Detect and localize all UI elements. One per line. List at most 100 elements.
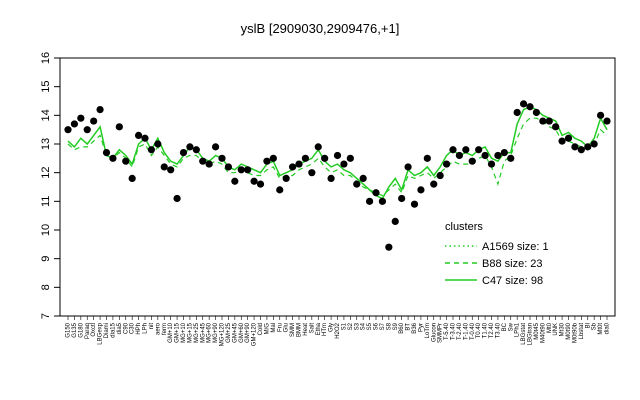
y-tick-label: 8 <box>40 284 52 290</box>
data-point <box>314 143 322 151</box>
data-point <box>231 177 239 185</box>
data-point <box>295 160 303 168</box>
y-tick-label: 12 <box>40 167 52 179</box>
data-point <box>519 100 528 108</box>
data-point <box>115 123 123 131</box>
data-point <box>417 186 425 194</box>
data-point <box>558 137 566 145</box>
data-point <box>308 169 316 177</box>
x-tick-label: LBGtran <box>528 323 534 345</box>
data-point <box>359 174 367 182</box>
data-point <box>327 174 335 182</box>
series-layer <box>64 100 611 251</box>
data-point <box>494 151 502 160</box>
data-point <box>288 163 297 171</box>
x-tick-label: H2O2 <box>335 322 341 338</box>
legend-title: clusters <box>445 221 483 233</box>
data-point <box>500 149 508 157</box>
data-point <box>462 146 470 154</box>
x-tick-label: S8 <box>386 322 392 330</box>
data-point <box>487 160 496 168</box>
x-tick-label: Cold <box>258 323 264 335</box>
x-tick-label: MG+90 <box>213 322 219 343</box>
data-point <box>269 154 277 162</box>
data-point <box>90 117 98 125</box>
x-tick-label: Diami <box>104 323 110 338</box>
x-tick-label: T3.40 <box>495 322 501 338</box>
x-tick-label: S5 <box>367 322 373 330</box>
x-tick-label: Lbstat <box>579 323 585 340</box>
data-point <box>365 197 374 205</box>
data-point <box>455 151 464 160</box>
x-tick-label: SMMPr <box>438 323 444 343</box>
x-tick-label: MG+25 <box>194 322 200 343</box>
data-point <box>590 140 598 148</box>
legend-label: C47 size: 98 <box>482 275 543 287</box>
x-tick-label: S6 <box>374 322 380 330</box>
data-point <box>436 171 444 180</box>
x-tick-label: G135 <box>72 322 78 337</box>
data-point <box>147 146 156 154</box>
y-axis: 7 8 9 10 11 12 13 14 15 16 <box>40 52 60 319</box>
x-tick-label: BT <box>406 323 412 331</box>
data-point <box>423 154 431 162</box>
x-tick-label: dia0 <box>605 322 611 334</box>
data-point <box>481 151 489 160</box>
x-tick-label: T1.40 <box>483 322 489 338</box>
data-point <box>102 149 111 157</box>
x-tick-label: LoTm <box>425 323 431 338</box>
data-point <box>404 163 412 171</box>
x-tick-label: Gly <box>329 323 335 332</box>
data-point <box>571 143 579 151</box>
x-tick-label: LPh1 <box>515 322 521 337</box>
data-point <box>186 143 194 151</box>
x-tick-label: dia5 <box>117 322 123 334</box>
y-tick-label: 14 <box>40 109 52 121</box>
x-tick-label: GM+45 <box>232 322 238 343</box>
x-tick-label: LBGexp <box>98 322 104 344</box>
data-point <box>301 154 310 162</box>
x-axis: G150 G135 G180 Paraq Oxctl LBGexp Diami dia15 di… <box>66 316 611 346</box>
x-tick-label: HTm <box>322 323 328 336</box>
data-point <box>507 154 515 162</box>
x-tick-label: UNK <box>553 323 559 336</box>
data-point <box>468 157 476 165</box>
x-tick-label: GM+60 <box>239 322 245 343</box>
data-point <box>410 200 419 208</box>
series-line-solid <box>67 105 608 200</box>
x-tick-label: T-5.40 <box>444 322 450 340</box>
x-tick-label: M0t90b <box>572 322 578 343</box>
x-tick-label: Sw <box>508 322 514 331</box>
data-point <box>173 194 181 203</box>
x-tick-label: M0t45 <box>534 322 540 339</box>
x-tick-label: Salt <box>309 323 315 334</box>
y-tick-label: 9 <box>40 256 52 262</box>
x-tick-label: Etha <box>316 322 322 335</box>
y-tick-label: 16 <box>40 52 52 64</box>
x-tick-label: BC <box>502 322 508 331</box>
data-point <box>391 217 399 225</box>
data-point <box>244 166 252 174</box>
x-tick-label: dia15 <box>110 322 116 337</box>
x-tick-label: aero <box>155 322 161 335</box>
x-tick-label: Mt30 <box>560 322 566 336</box>
x-tick-label: T-0.40 <box>470 322 476 340</box>
x-tick-label: Oxctl <box>91 323 97 337</box>
x-tick-label: Fru <box>277 323 283 332</box>
x-tick-label: S1 <box>341 322 347 330</box>
data-point <box>353 180 361 188</box>
data-point <box>77 114 85 122</box>
data-point <box>256 180 265 188</box>
x-tick-label: Pyr <box>418 323 424 332</box>
x-tick-label: S2 <box>348 322 354 330</box>
data-point <box>577 146 585 154</box>
x-tick-label: G180 <box>78 322 84 337</box>
x-tick-label: B36 <box>412 322 418 333</box>
data-point <box>224 163 233 171</box>
data-point <box>539 117 547 125</box>
x-tick-label: MG+120 <box>220 322 226 346</box>
x-tick-label: G150 <box>66 322 72 337</box>
x-tick-label: LBGstat <box>521 323 527 345</box>
data-point <box>603 117 611 125</box>
